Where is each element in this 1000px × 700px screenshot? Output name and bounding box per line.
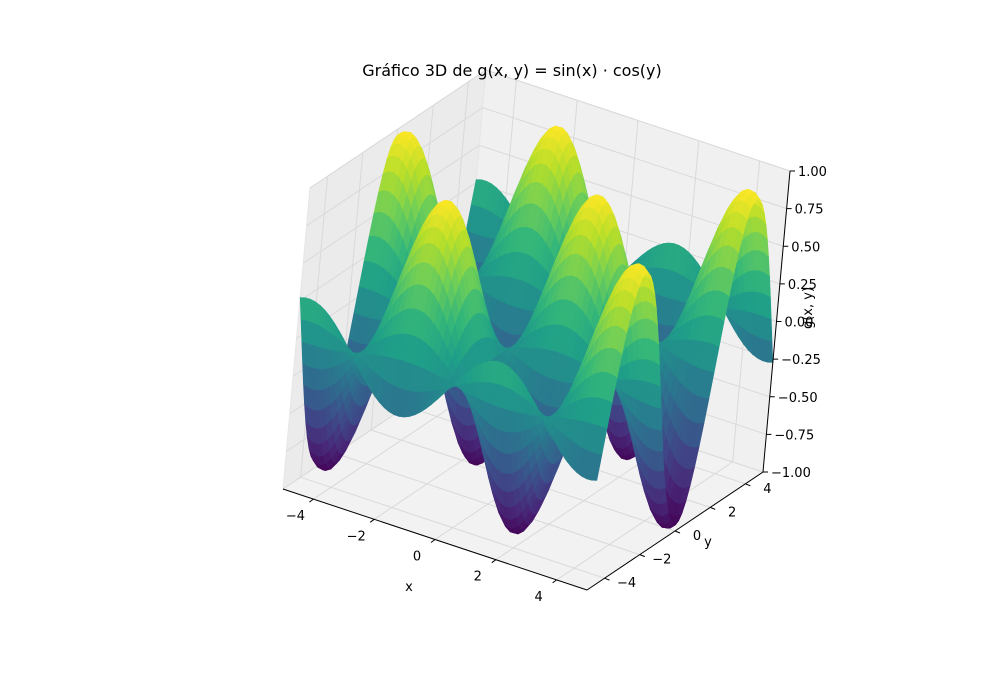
z-tick-label: −1.00	[771, 466, 811, 481]
grid-line-z	[309, 69, 791, 189]
chart-title: Gráfico 3D de g(x, y) = sin(x) · cos(y)	[362, 61, 662, 80]
y-tick	[604, 577, 610, 581]
surface-facet	[658, 469, 666, 490]
surface-facet	[655, 383, 662, 409]
x-tick	[309, 498, 314, 503]
x-tick	[552, 579, 557, 584]
x-tick-label: 0	[413, 550, 421, 565]
z-tick-label: 0.50	[791, 240, 820, 255]
surface-facet	[656, 429, 664, 452]
axes: −4−2024−4−2024−1.00−0.75−0.50−0.250.000.…	[282, 165, 827, 605]
x-tick-label: 2	[474, 570, 482, 585]
y-tick-label: −4	[617, 576, 636, 591]
y-tick	[710, 506, 716, 510]
x-tick-label: −2	[347, 529, 366, 544]
x-tick	[369, 518, 375, 523]
surface-facet	[766, 339, 774, 363]
surface-facet	[591, 453, 603, 481]
y-tick	[639, 554, 645, 558]
x-tick	[430, 539, 436, 543]
y-tick	[745, 483, 751, 487]
grid-line-z	[306, 107, 787, 227]
y-tick-label: −2	[652, 553, 671, 568]
surface-facet	[765, 316, 773, 342]
z-tick-label: 0.00	[785, 316, 814, 331]
z-tick-label: −0.25	[781, 353, 821, 368]
z-tick-label: −0.50	[778, 391, 818, 406]
y-tick-label: 0	[693, 529, 701, 544]
surface-facet	[659, 486, 667, 505]
surface-facet	[657, 450, 665, 472]
y-tick-label: 2	[728, 505, 736, 520]
z-tick-label: 0.75	[795, 203, 824, 218]
x-axis-label: x	[405, 580, 413, 595]
surface-mesh	[299, 125, 774, 535]
grid-line-z	[302, 144, 784, 264]
surface-facet	[765, 293, 772, 320]
z-tick-label: −0.75	[774, 428, 814, 443]
x-tick	[491, 559, 497, 564]
surface-facet	[655, 406, 663, 431]
x-tick-label: 4	[534, 590, 542, 605]
surface-facet	[654, 361, 661, 387]
y-axis-label: y	[704, 535, 712, 550]
x-tick-label: −4	[286, 509, 305, 524]
y-tick-label: 4	[763, 482, 771, 497]
z-tick-label: 0.25	[788, 278, 817, 293]
z-tick-label: 1.00	[798, 165, 827, 180]
z-axis-label: g(x, y)	[801, 287, 816, 329]
y-tick	[674, 530, 681, 534]
